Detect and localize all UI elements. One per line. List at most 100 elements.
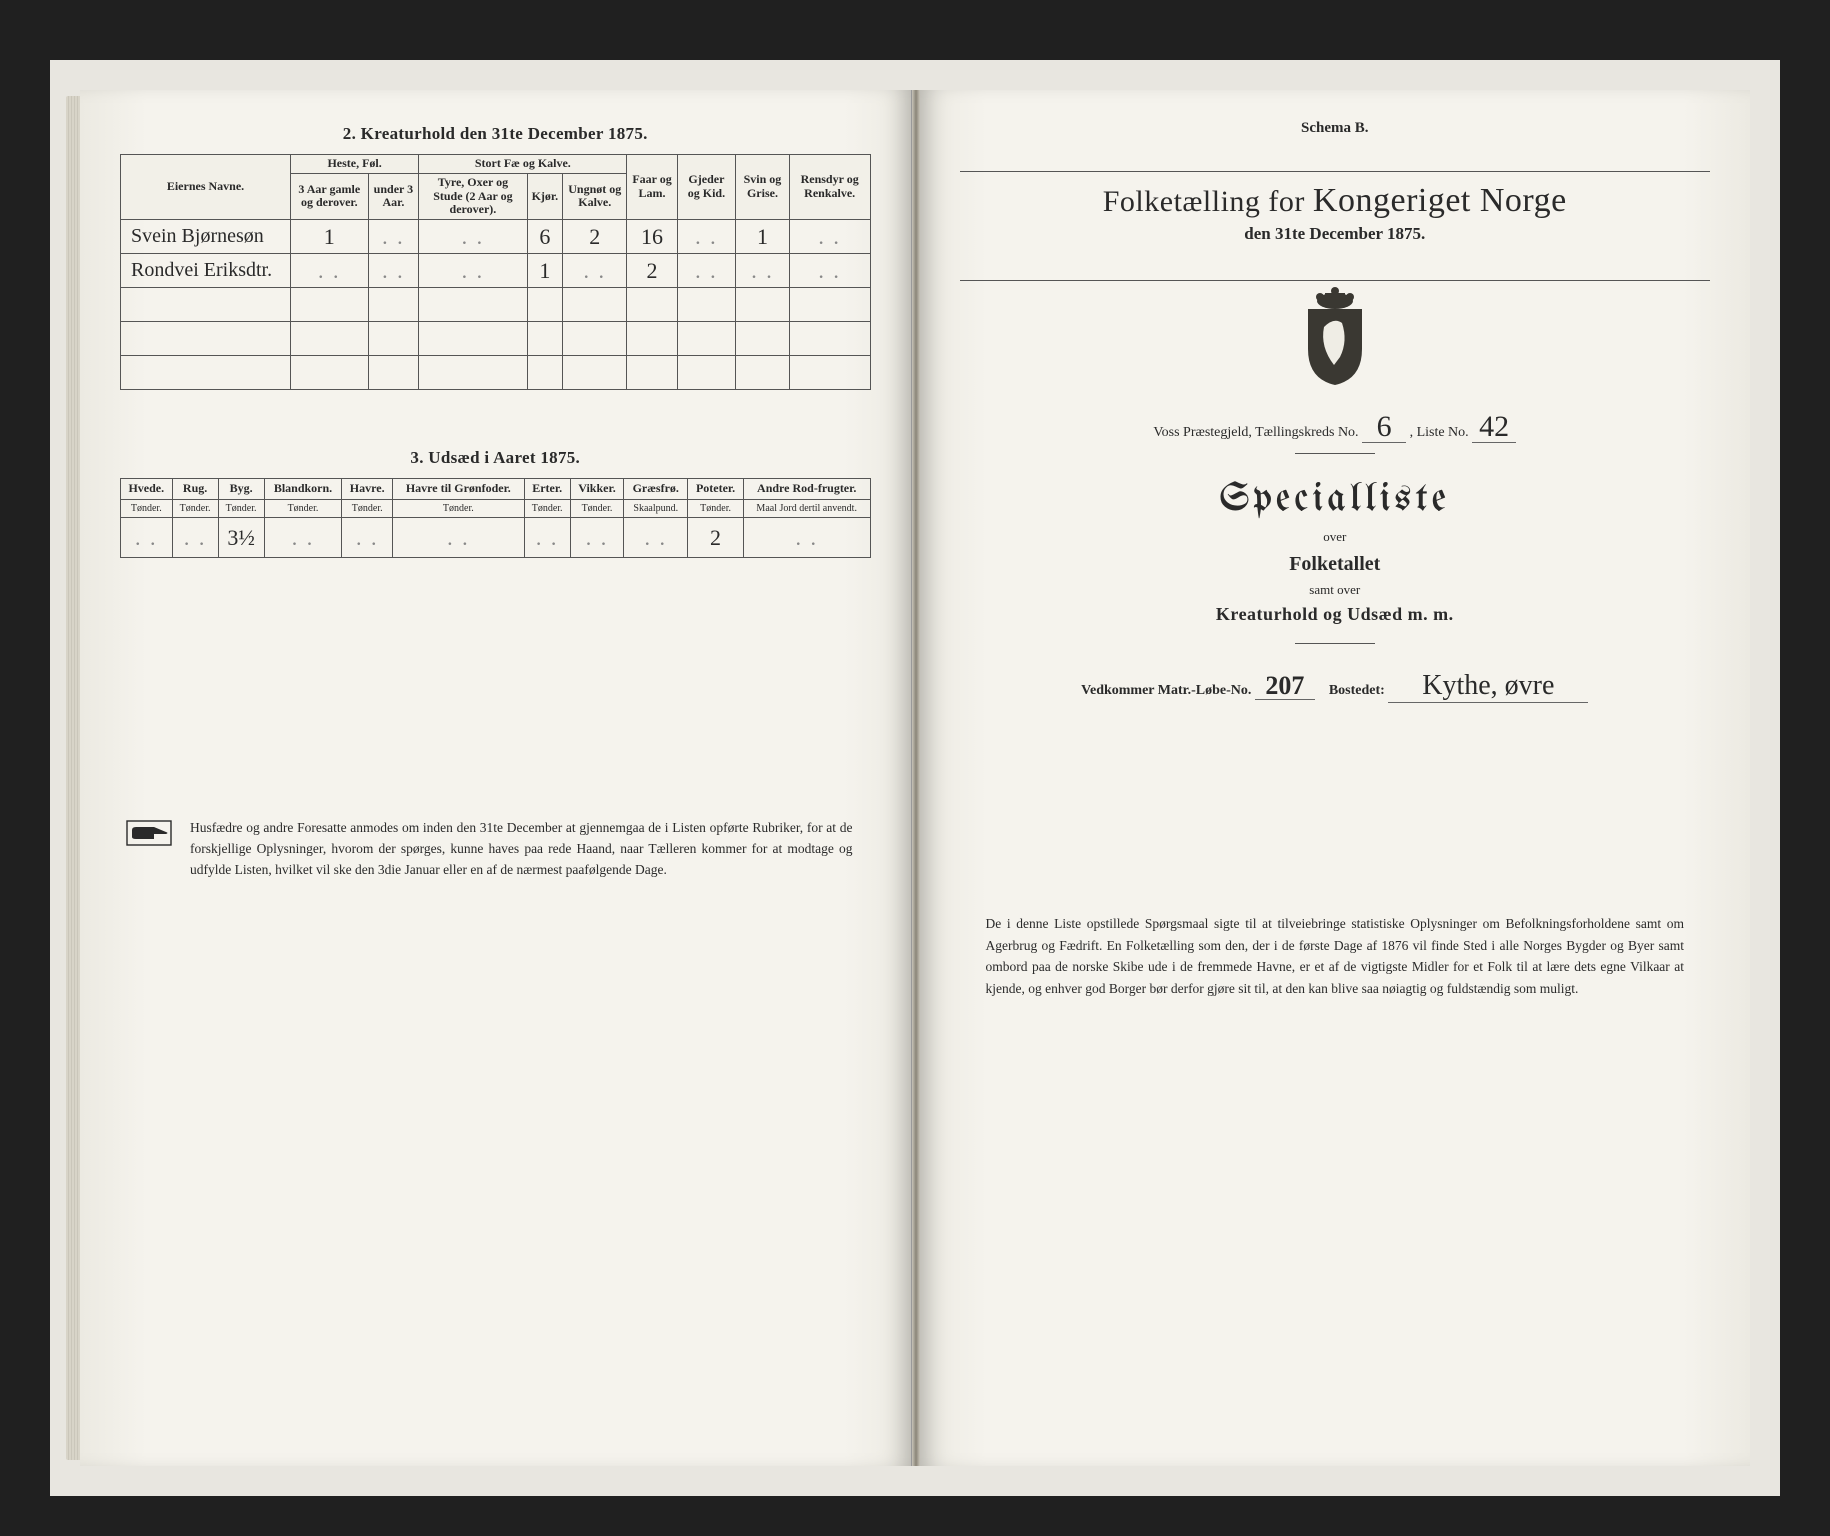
seed-col-unit: Tønder. xyxy=(218,499,264,518)
seed-col-unit: Skaalpund. xyxy=(624,499,688,518)
seed-col-unit: Tønder. xyxy=(524,499,570,518)
over-1: over xyxy=(960,529,1711,545)
livestock-row-blank xyxy=(121,356,871,390)
specialliste-heading: Specialliste xyxy=(960,480,1711,521)
seed-value: . . xyxy=(524,518,570,558)
seed-value: . . xyxy=(342,518,393,558)
livestock-value: 1 xyxy=(291,220,369,254)
seed-table: Hvede.Rug.Byg.Blandkorn.Havre.Havre til … xyxy=(120,478,871,558)
col-calf: Ungnøt og Kalve. xyxy=(563,173,627,219)
seed-value: 2 xyxy=(688,518,744,558)
bosted-label: Bostedet: xyxy=(1329,683,1385,698)
schema-label: Schema B. xyxy=(960,120,1711,137)
folketallet: Folketallet xyxy=(960,553,1711,576)
livestock-value: . . xyxy=(677,254,735,288)
livestock-value: 2 xyxy=(627,254,677,288)
matr-number: 207 xyxy=(1255,673,1315,700)
livestock-value: 1 xyxy=(527,254,563,288)
seed-value: . . xyxy=(121,518,173,558)
col-owner: Eiernes Navne. xyxy=(121,155,291,220)
pointing-hand-icon xyxy=(126,820,172,846)
seed-col-header: Hvede. xyxy=(121,479,173,500)
owner-name: Svein Bjørnesøn xyxy=(121,220,291,254)
col-horse-young: under 3 Aar. xyxy=(368,173,419,219)
seed-value: . . xyxy=(624,518,688,558)
seed-col-unit: Tønder. xyxy=(688,499,744,518)
livestock-value: . . xyxy=(291,254,369,288)
census-date: den 31te December 1875. xyxy=(960,224,1711,244)
mat-border: 2. Kreaturhold den 31te December 1875. E… xyxy=(50,60,1780,1496)
seed-col-unit: Tønder. xyxy=(121,499,173,518)
seed-value: . . xyxy=(743,518,870,558)
livestock-value: . . xyxy=(563,254,627,288)
livestock-table: Eiernes Navne. Heste, Føl. Stort Fæ og K… xyxy=(120,154,871,390)
col-goat: Gjeder og Kid. xyxy=(677,155,735,220)
livestock-value: . . xyxy=(789,254,870,288)
section3-title: 3. Udsæd i Aaret 1875. xyxy=(120,448,871,468)
scan-frame: 2. Kreaturhold den 31te December 1875. E… xyxy=(0,0,1830,1536)
livestock-value: . . xyxy=(419,220,527,254)
livestock-row: Svein Bjørnesøn1. .. .6216. .1. . xyxy=(121,220,871,254)
matr-line: Vedkommer Matr.-Løbe-No. 207 Bostedet: K… xyxy=(960,670,1711,703)
footnote-text: Husfædre og andre Foresatte anmodes om i… xyxy=(190,820,853,877)
seed-col-unit: Tønder. xyxy=(264,499,342,518)
grp-cattle: Stort Fæ og Kalve. xyxy=(419,155,627,174)
crest-icon xyxy=(1290,287,1380,387)
col-horse-old: 3 Aar gamle og derover. xyxy=(291,173,369,219)
col-pig: Svin og Grise. xyxy=(736,155,790,220)
grp-horse: Heste, Føl. xyxy=(291,155,419,174)
main-title: Folketælling for Kongeriget Norge xyxy=(960,182,1711,220)
owner-name: Rondvei Eriksdtr. xyxy=(121,254,291,288)
seed-value: . . xyxy=(570,518,624,558)
divider xyxy=(1295,453,1375,454)
seed-col-unit: Tønder. xyxy=(392,499,524,518)
seed-col-header: Blandkorn. xyxy=(264,479,342,500)
livestock-value: . . xyxy=(789,220,870,254)
seed-col-unit: Tønder. xyxy=(342,499,393,518)
seed-col-header: Græsfrø. xyxy=(624,479,688,500)
seed-value: . . xyxy=(392,518,524,558)
title-part-b: Kongeriget Norge xyxy=(1313,182,1567,219)
left-page: 2. Kreaturhold den 31te December 1875. E… xyxy=(80,90,912,1466)
seed-value: . . xyxy=(172,518,218,558)
district-number: 6 xyxy=(1362,412,1406,443)
list-number: 42 xyxy=(1472,412,1516,443)
section2-title: 2. Kreaturhold den 31te December 1875. xyxy=(120,124,871,144)
col-sheep: Faar og Lam. xyxy=(627,155,677,220)
page-edge-stack xyxy=(66,96,80,1460)
col-bull: Tyre, Oxer og Stude (2 Aar og derover). xyxy=(419,173,527,219)
livestock-value: 16 xyxy=(627,220,677,254)
seed-value: 3½ xyxy=(218,518,264,558)
seed-col-header: Vikker. xyxy=(570,479,624,500)
seed-col-header: Havre til Grønfoder. xyxy=(392,479,524,500)
livestock-value: . . xyxy=(677,220,735,254)
seed-col-unit: Tønder. xyxy=(570,499,624,518)
seed-value: . . xyxy=(264,518,342,558)
samt-over: samt over xyxy=(960,582,1711,598)
livestock-value: . . xyxy=(736,254,790,288)
seed-col-header: Byg. xyxy=(218,479,264,500)
livestock-value: . . xyxy=(419,254,527,288)
livestock-value: . . xyxy=(368,254,419,288)
livestock-row-blank xyxy=(121,322,871,356)
seed-col-header: Rug. xyxy=(172,479,218,500)
divider-2 xyxy=(1295,643,1375,644)
seed-col-unit: Maal Jord dertil anvendt. xyxy=(743,499,870,518)
col-reindeer: Rensdyr og Renkalve. xyxy=(789,155,870,220)
book-spine xyxy=(912,90,920,1466)
seed-col-unit: Tønder. xyxy=(172,499,218,518)
district-line: Voss Præstegjeld, Tællingskreds No. 6 , … xyxy=(960,412,1711,443)
right-footer-paragraph: De i denne Liste opstillede Spørgsmaal s… xyxy=(960,913,1711,999)
right-page: Schema B. Folketælling for Kongeriget No… xyxy=(920,90,1751,1466)
livestock-value: 2 xyxy=(563,220,627,254)
district-prefix: Voss Præstegjeld, Tællingskreds No. xyxy=(1153,425,1358,440)
coat-of-arms xyxy=(960,287,1711,392)
livestock-value: 6 xyxy=(527,220,563,254)
title-part-a: Folketælling for xyxy=(1103,185,1313,218)
book-spread: 2. Kreaturhold den 31te December 1875. E… xyxy=(80,90,1750,1466)
list-label: , Liste No. xyxy=(1410,425,1469,440)
livestock-row: Rondvei Eriksdtr.. .. .. .1. .2. .. .. . xyxy=(121,254,871,288)
livestock-value: 1 xyxy=(736,220,790,254)
matr-label: Vedkommer Matr.-Løbe-No. xyxy=(1081,683,1251,698)
bosted-value: Kythe, øvre xyxy=(1388,670,1588,703)
